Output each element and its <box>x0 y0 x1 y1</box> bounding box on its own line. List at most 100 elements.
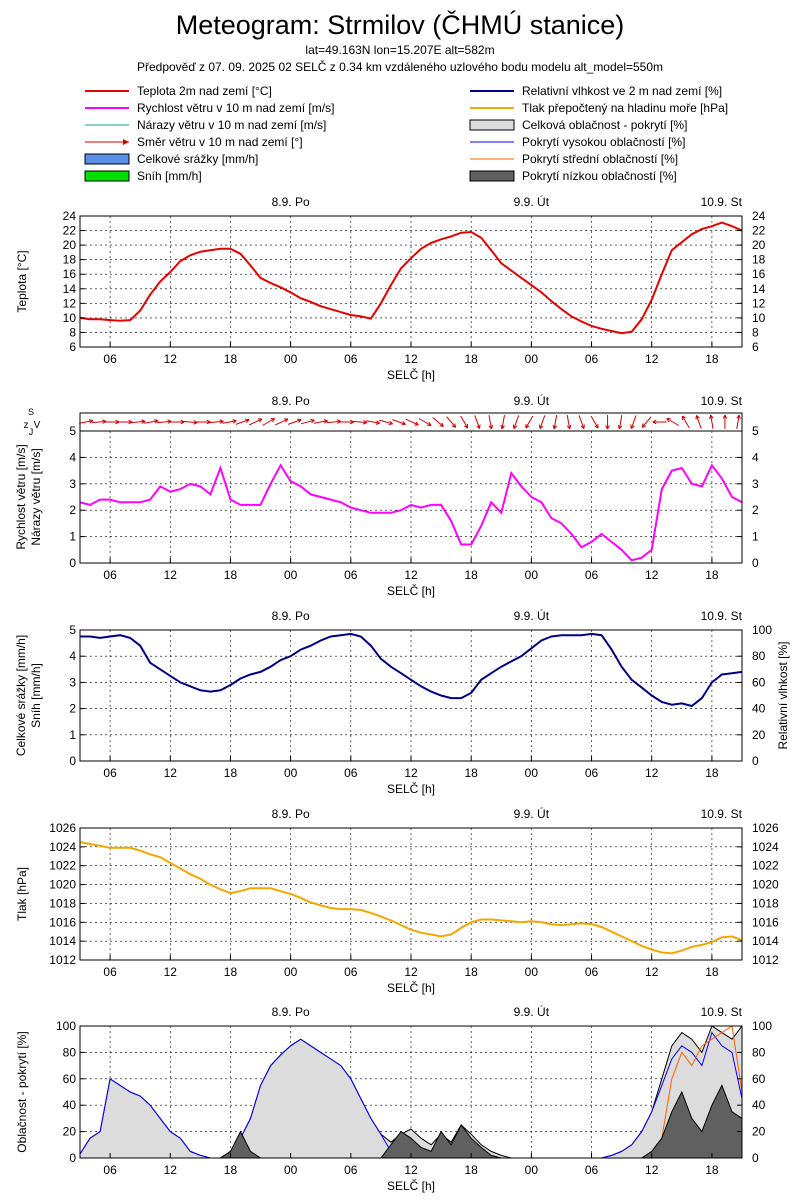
legend-label: Celkové srážky [mm/h] <box>137 152 258 166</box>
y-tick-label-right: 0 <box>752 754 759 768</box>
y-tick-label: 6 <box>69 340 76 354</box>
y-tick-label-right: 3 <box>752 477 759 491</box>
wind-arrowhead <box>552 424 558 430</box>
series-line <box>80 463 742 562</box>
x-tick-label: 06 <box>103 1163 117 1177</box>
panel-plot-area <box>80 841 742 955</box>
y-tick-label: 16 <box>63 267 77 281</box>
x-tick-label: 00 <box>525 1163 539 1177</box>
wind-arrow <box>313 420 328 424</box>
x-tick-label: 00 <box>525 766 539 780</box>
wind-arrowhead <box>375 420 381 425</box>
y-tick-label-right: 1024 <box>752 840 779 854</box>
x-tick-label: 12 <box>164 352 178 366</box>
wind-arrowhead <box>270 418 276 423</box>
wind-arrowhead <box>594 424 599 429</box>
y-tick-label-right: 12 <box>752 296 766 310</box>
wind-arrow <box>352 420 367 424</box>
wind-arrow <box>248 418 263 426</box>
wind-arrowhead <box>439 422 444 427</box>
wind-arrow <box>474 415 481 429</box>
wind-arrowhead <box>525 424 530 429</box>
y-tick-label: 22 <box>63 224 77 238</box>
x-axis-label: SELČ [h] <box>387 980 435 995</box>
panel-plot-area <box>80 221 742 335</box>
y-tick-label: 4 <box>69 450 76 464</box>
y-tick-label: 5 <box>69 424 76 438</box>
wind-arrowhead <box>323 419 328 424</box>
y-tick-label-right: 1018 <box>752 896 779 910</box>
x-tick-label: 06 <box>585 1163 599 1177</box>
y-axis-label-2: Nárazy větru [m/s] <box>29 448 43 545</box>
x-tick-label: 00 <box>284 352 298 366</box>
y-tick-label: 4 <box>69 649 76 663</box>
y-tick-label: 40 <box>63 1098 77 1112</box>
wind-arrow <box>222 420 237 424</box>
wind-dir-label-z: z <box>24 420 29 431</box>
x-tick-label: 18 <box>224 568 238 582</box>
wind-arrow <box>275 418 289 426</box>
day-label: 10.9. St <box>701 609 743 623</box>
x-tick-label: 12 <box>164 965 178 979</box>
x-tick-label: 18 <box>705 1163 719 1177</box>
y-tick-label: 24 <box>63 209 77 223</box>
x-tick-label: 12 <box>645 568 659 582</box>
wind-arrow <box>710 415 714 429</box>
x-tick-label: 18 <box>465 965 479 979</box>
x-tick-label: 18 <box>224 352 238 366</box>
wind-arrow <box>566 415 571 429</box>
wind-arrowhead <box>464 424 469 429</box>
wind-arrow <box>392 419 406 425</box>
wind-arrowhead <box>539 424 544 429</box>
wind-arrow <box>209 420 224 424</box>
y-tick-label: 3 <box>69 675 76 689</box>
legend-label: Směr větru v 10 m nad zemí [°] <box>137 135 303 149</box>
x-tick-label: 06 <box>103 568 117 582</box>
day-label: 9.9. Út <box>514 393 550 408</box>
x-tick-label: 06 <box>103 965 117 979</box>
x-tick-label: 00 <box>284 568 298 582</box>
y-tick-label-right: 80 <box>752 649 766 663</box>
location-line: lat=49.163N lon=15.207E alt=582m <box>305 43 495 57</box>
x-tick-label: 18 <box>465 1163 479 1177</box>
day-label: 8.9. Po <box>272 609 310 623</box>
x-tick-label: 18 <box>224 766 238 780</box>
y-tick-label-right: 40 <box>752 1098 766 1112</box>
legend-swatch <box>469 119 515 131</box>
wind-arrowhead <box>605 425 610 430</box>
wind-arrowhead <box>88 419 94 424</box>
wind-arrowhead <box>401 421 406 426</box>
y-tick-label-right: 1026 <box>752 821 779 835</box>
y-tick-label: 2 <box>69 702 76 716</box>
wind-arrowhead <box>580 424 585 429</box>
y-tick-label-right: 6 <box>752 340 759 354</box>
x-tick-label: 12 <box>164 1163 178 1177</box>
day-label: 9.9. Út <box>514 194 550 209</box>
wind-arrow <box>695 415 702 429</box>
wind-arrow <box>131 420 146 424</box>
wind-arrow <box>144 420 159 424</box>
y-tick-label: 18 <box>63 253 77 267</box>
y-tick-label: 1 <box>69 530 76 544</box>
y-tick-label: 0 <box>69 556 76 570</box>
x-axis-label: SELČ [h] <box>387 781 435 796</box>
y-tick-label-right: 5 <box>752 424 759 438</box>
wind-arrow <box>460 415 469 429</box>
wind-arrow <box>432 417 444 427</box>
wind-arrow <box>641 416 652 428</box>
wind-arrowhead <box>709 414 714 420</box>
wind-arrow <box>488 415 492 429</box>
x-tick-label: 06 <box>585 352 599 366</box>
legend-label: Nárazy větru v 10 m nad zemí [m/s] <box>137 118 326 132</box>
day-label: 10.9. St <box>701 807 743 821</box>
y-tick-label-right: 100 <box>752 1019 772 1033</box>
x-tick-label: 18 <box>705 965 719 979</box>
y-tick-label: 1014 <box>49 934 76 948</box>
wind-arrow <box>262 418 275 426</box>
day-label: 10.9. St <box>701 1005 743 1019</box>
x-tick-label: 12 <box>404 1163 418 1177</box>
wind-arrowhead <box>283 418 289 423</box>
y-tick-label: 1026 <box>49 821 76 835</box>
forecast-line: Předpověď z 07. 09. 2025 02 SELČ z 0.34 … <box>136 60 664 74</box>
